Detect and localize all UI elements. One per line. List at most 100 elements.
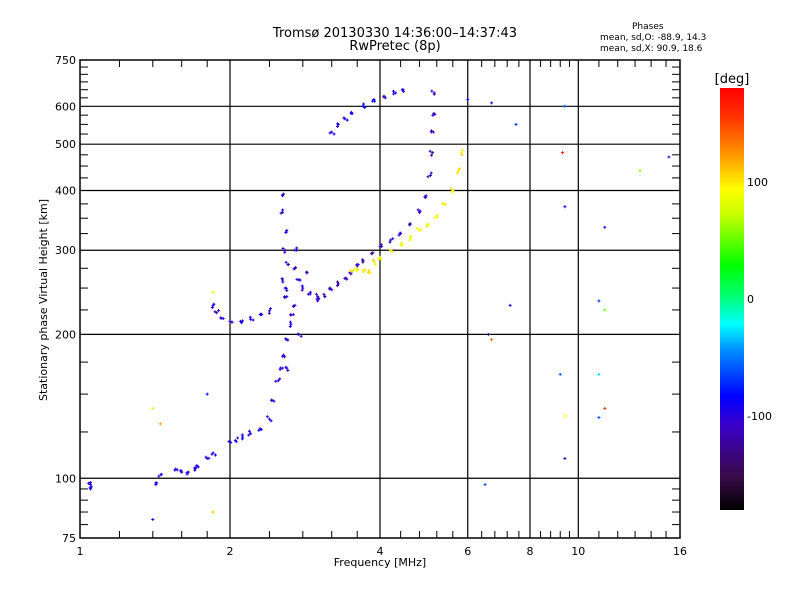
data-point	[292, 267, 296, 271]
y-tick-label: 100	[55, 472, 76, 485]
data-point	[366, 270, 370, 274]
data-point	[561, 151, 565, 155]
colorbar-label: [deg]	[715, 72, 750, 87]
data-point	[159, 473, 163, 477]
data-point	[408, 238, 412, 242]
data-point	[426, 175, 430, 179]
data-point	[284, 230, 288, 234]
y-tick-label: 300	[55, 244, 76, 257]
data-point	[286, 368, 290, 372]
data-point	[597, 416, 601, 420]
data-points	[87, 88, 671, 521]
data-point	[424, 195, 428, 199]
data-point	[430, 153, 434, 157]
data-point	[154, 481, 158, 485]
data-point	[284, 365, 288, 369]
data-point	[286, 263, 290, 267]
data-point	[260, 313, 264, 317]
data-point	[409, 234, 413, 238]
data-point	[305, 271, 309, 275]
data-point	[603, 406, 607, 410]
data-point	[356, 267, 360, 271]
data-point	[330, 288, 334, 292]
data-point	[89, 480, 93, 484]
data-point	[371, 258, 375, 262]
phase-stats-x: mean, sd,X: 90.9, 18.6	[600, 44, 703, 54]
colorbar-tick-label: 100	[747, 176, 768, 189]
x-axis-label: Frequency [MHz]	[334, 556, 426, 569]
data-point	[281, 280, 285, 284]
data-point	[267, 311, 271, 315]
data-point	[316, 295, 320, 299]
data-point	[597, 372, 601, 376]
data-point	[278, 367, 282, 371]
data-point	[379, 243, 383, 247]
x-tick-label: 6	[464, 545, 471, 558]
data-point	[229, 440, 233, 444]
data-point	[300, 288, 304, 292]
data-point	[328, 131, 332, 135]
data-point	[362, 270, 366, 274]
data-point	[284, 337, 288, 341]
data-point	[335, 124, 339, 128]
series-o-trace-f1-hook	[210, 302, 273, 325]
data-point	[270, 398, 274, 402]
x-tick-label: 16	[673, 545, 687, 558]
data-point	[194, 464, 198, 468]
x-tick-label: 10	[571, 545, 585, 558]
data-point	[457, 169, 461, 173]
data-point	[603, 308, 607, 312]
data-point	[355, 269, 359, 273]
data-point	[295, 277, 299, 281]
y-tick-label: 750	[55, 54, 76, 67]
data-point	[210, 306, 214, 310]
data-point	[370, 251, 374, 255]
data-point	[416, 227, 420, 231]
data-point	[397, 233, 401, 237]
data-point	[371, 99, 375, 103]
data-point	[344, 276, 348, 280]
data-point	[158, 422, 162, 426]
data-point	[490, 338, 494, 342]
chart-title: Tromsø 20130330 14:36:00–14:37:43	[272, 26, 518, 41]
data-point	[286, 338, 290, 342]
data-point	[282, 295, 286, 299]
data-point	[367, 269, 371, 273]
chart-subtitle: RwPretec (8p)	[349, 39, 441, 54]
data-point	[563, 104, 567, 108]
data-point	[221, 317, 225, 321]
data-point	[400, 241, 404, 245]
data-point	[563, 205, 567, 209]
data-point	[157, 474, 161, 478]
data-point	[193, 466, 197, 470]
x-tick-label: 1	[77, 545, 84, 558]
data-point	[196, 465, 200, 469]
data-point	[667, 155, 671, 159]
data-point	[179, 469, 183, 473]
data-point	[207, 456, 211, 460]
y-tick-label: 75	[62, 532, 76, 545]
data-point	[432, 92, 436, 96]
data-point	[429, 130, 433, 134]
data-point	[335, 284, 339, 288]
data-point	[219, 316, 223, 320]
data-point	[400, 244, 404, 248]
data-point	[361, 258, 365, 262]
data-point	[460, 148, 464, 152]
data-point	[342, 116, 346, 120]
series-o-trace-f2	[316, 89, 437, 303]
data-point	[436, 215, 440, 219]
data-point	[466, 98, 470, 102]
data-point	[279, 211, 283, 215]
plot-frame	[79, 59, 681, 539]
data-point	[174, 467, 178, 471]
data-point	[272, 399, 276, 403]
data-point	[363, 106, 367, 110]
y-tick-label: 500	[55, 138, 76, 151]
data-point	[429, 171, 433, 175]
data-point	[267, 417, 271, 421]
data-point	[441, 201, 445, 205]
data-point	[306, 292, 310, 296]
data-point	[228, 319, 232, 323]
colorbar-tick-label: 0	[747, 293, 754, 306]
